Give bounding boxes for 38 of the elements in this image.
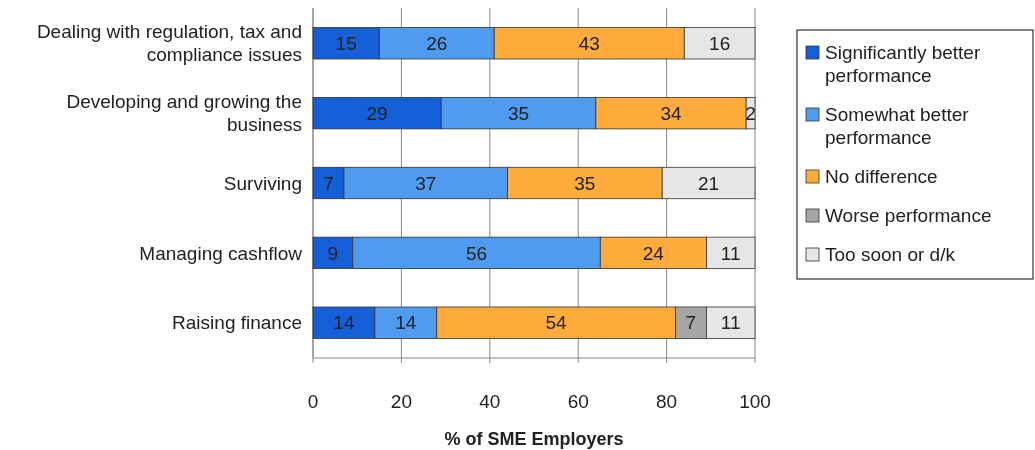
y-tick-label: Managing cashflow <box>139 242 303 264</box>
x-tick-label: 40 <box>479 391 501 412</box>
data-label: 15 <box>335 32 357 54</box>
y-tick-label: Developing and growing the business <box>66 91 302 136</box>
x-axis-title: % of SME Employers <box>444 429 624 449</box>
data-label: 7 <box>685 312 697 334</box>
data-label: 9 <box>327 242 339 264</box>
y-tick-label: Dealing with regulation, tax and compliance issues <box>36 21 302 66</box>
data-label: 11 <box>720 312 741 334</box>
data-label: 56 <box>465 242 488 264</box>
legend-label: Too soon or d/k <box>825 244 956 265</box>
data-label: 14 <box>395 312 417 334</box>
data-label: 37 <box>415 172 437 194</box>
data-label: 14 <box>333 312 355 334</box>
data-label: 16 <box>709 32 731 54</box>
data-label: 34 <box>660 102 683 124</box>
data-label: 7 <box>323 172 334 194</box>
y-tick-label: Raising finance <box>172 312 302 334</box>
x-tick-label: 100 <box>739 391 771 412</box>
data-label: 43 <box>578 32 600 54</box>
legend-label: Significantly better performance <box>825 42 981 86</box>
data-label: 54 <box>545 312 568 334</box>
x-tick-label: 60 <box>567 391 589 412</box>
data-label: 35 <box>507 102 530 124</box>
x-tick-label: 0 <box>307 391 319 412</box>
data-label: 35 <box>574 172 596 194</box>
data-label: 24 <box>642 242 665 264</box>
data-label: 29 <box>366 102 388 124</box>
data-label: 21 <box>698 172 720 194</box>
legend-label: No difference <box>825 166 938 187</box>
data-label: 11 <box>720 242 741 264</box>
legend-label: Worse performance <box>825 205 992 226</box>
data-label: 26 <box>426 32 448 54</box>
legend-label: Somewhat better performance <box>825 104 970 148</box>
x-tick-label: 20 <box>390 391 412 412</box>
y-tick-label: Surviving <box>223 172 302 194</box>
data-label: 2 <box>745 102 756 124</box>
x-tick-label: 80 <box>656 391 678 412</box>
